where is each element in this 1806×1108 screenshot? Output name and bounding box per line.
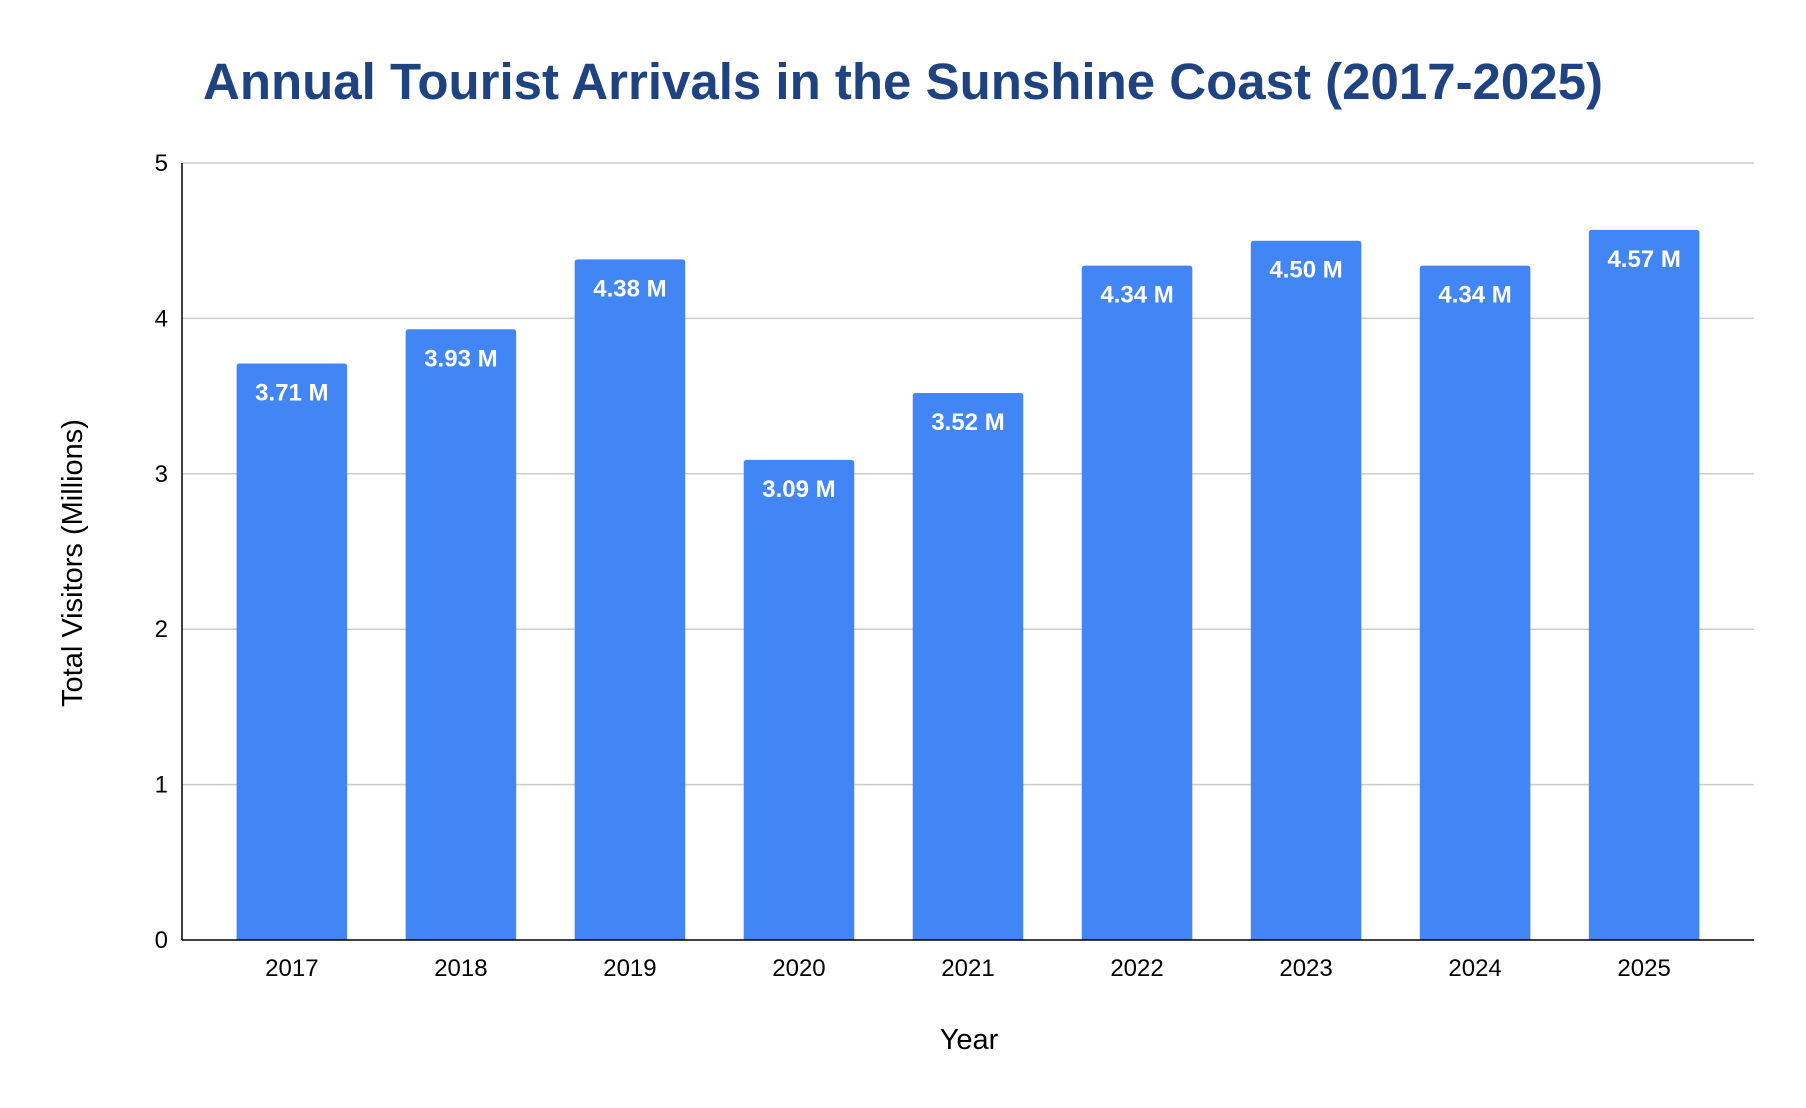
x-tick-label: 2023 (1279, 955, 1332, 982)
y-tick-label: 4 (155, 305, 168, 332)
y-tick-label: 2 (155, 616, 168, 643)
bar-2024 (1419, 265, 1531, 941)
x-tick-label: 2018 (434, 955, 487, 982)
x-tick-label: 2020 (772, 955, 825, 982)
x-tick-label: 2024 (1448, 955, 1501, 982)
data-label: 3.09 M (762, 476, 835, 503)
chart-title: Annual Tourist Arrivals in the Sunshine … (203, 53, 1603, 110)
data-label: 4.34 M (1100, 282, 1173, 309)
x-tick-label: 2025 (1617, 955, 1670, 982)
bar-2022 (1081, 265, 1193, 941)
bar-2019 (574, 259, 686, 940)
data-label: 3.52 M (931, 409, 1004, 436)
bars (236, 229, 1700, 941)
bar-2018 (405, 329, 517, 940)
y-tick-label: 0 (155, 927, 168, 954)
data-label: 3.93 M (424, 345, 497, 372)
y-axis-title: Total Visitors (Millions) (57, 419, 89, 707)
data-label: 4.57 M (1607, 246, 1680, 273)
bar-2017 (236, 363, 348, 940)
bar-2021 (912, 392, 1024, 940)
data-labels: 3.71 M 3.93 M 4.38 M 3.09 M 3.52 M 4.34 M 4.50… (255, 246, 1681, 503)
y-tick-label: 5 (155, 150, 168, 177)
x-axis-title: Year (940, 1024, 999, 1056)
bar-2023 (1250, 240, 1362, 940)
bar-2020 (743, 459, 855, 940)
y-tick-label: 1 (155, 772, 168, 799)
y-tick-label: 3 (155, 461, 168, 488)
x-axis-ticks: 2017 2018 2019 2020 2021 2022 2023 2024 2025 (265, 955, 1671, 982)
y-axis-ticks: 0 1 2 3 4 5 (155, 150, 168, 954)
x-tick-label: 2021 (941, 955, 994, 982)
data-label: 4.38 M (593, 275, 666, 302)
x-tick-label: 2017 (265, 955, 318, 982)
data-label: 4.50 M (1269, 257, 1342, 284)
data-label: 4.34 M (1438, 282, 1511, 309)
x-tick-label: 2022 (1110, 955, 1163, 982)
x-tick-label: 2019 (603, 955, 656, 982)
bar-2025 (1588, 229, 1700, 940)
data-label: 3.71 M (255, 379, 328, 406)
